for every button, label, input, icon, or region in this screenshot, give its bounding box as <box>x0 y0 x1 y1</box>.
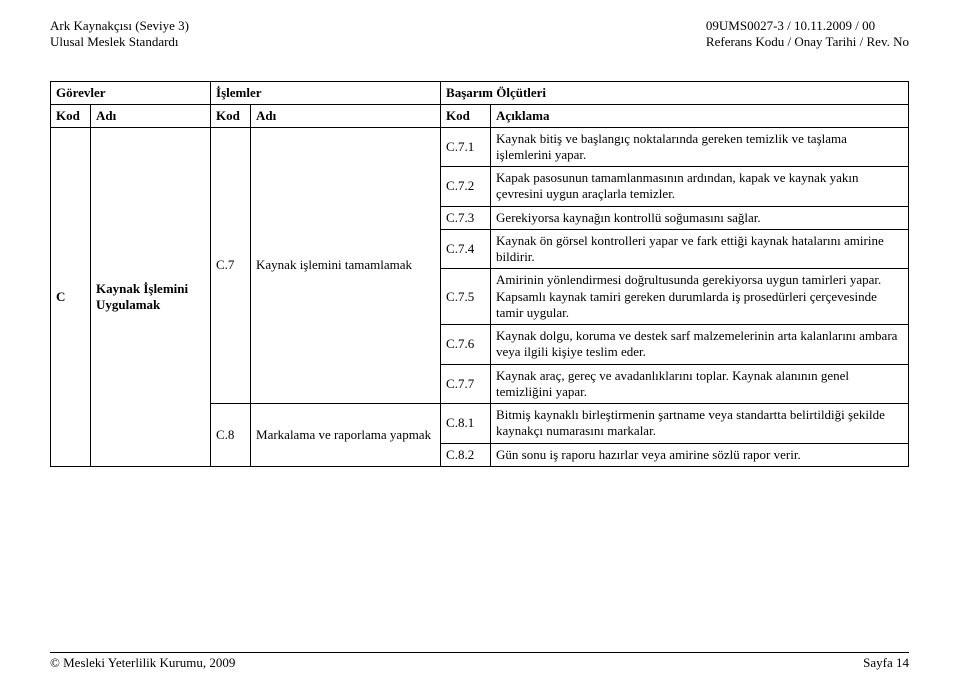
row-kod: C.7.4 <box>441 229 491 269</box>
col-kod-3: Kod <box>441 104 491 127</box>
level1-kod: C <box>51 127 91 466</box>
col-kod-1: Kod <box>51 104 91 127</box>
level2a-adi: Kaynak işlemini tamamlamak <box>251 127 441 404</box>
row-kod: C.7.3 <box>441 206 491 229</box>
row-desc: Gerekiyorsa kaynağın kontrollü soğumasın… <box>491 206 909 229</box>
row-desc: Kaynak araç, gereç ve avadanlıklarını to… <box>491 364 909 404</box>
level1-adi: Kaynak İşlemini Uygulamak <box>91 127 211 466</box>
row-desc: Kaynak bitiş ve başlangıç noktalarında g… <box>491 127 909 167</box>
header-title-right-2: Referans Kodu / Onay Tarihi / Rev. No <box>706 34 909 50</box>
row-desc: Kaynak dolgu, koruma ve destek sarf malz… <box>491 325 909 365</box>
row-kod: C.7.2 <box>441 167 491 207</box>
footer-copy: © Mesleki Yeterlilik Kurumu, 2009 <box>50 655 235 671</box>
level2b-adi: Markalama ve raporlama yapmak <box>251 404 441 467</box>
row-desc: Bitmiş kaynaklı birleştirmenin şartname … <box>491 404 909 444</box>
row-desc: Gün sonu iş raporu hazırlar veya amirine… <box>491 443 909 466</box>
col-aciklama: Açıklama <box>491 104 909 127</box>
page-footer: © Mesleki Yeterlilik Kurumu, 2009 Sayfa … <box>50 652 909 671</box>
row-kod: C.7.6 <box>441 325 491 365</box>
col-adi-1: Adı <box>91 104 211 127</box>
footer-page: Sayfa 14 <box>863 655 909 671</box>
header-left: Ark Kaynakçısı (Seviye 3) Ulusal Meslek … <box>50 18 189 51</box>
standards-table: Görevler İşlemler Başarım Ölçütleri Kod … <box>50 81 909 467</box>
table-header-row-2: Kod Adı Kod Adı Kod Açıklama <box>51 104 909 127</box>
col-kod-2: Kod <box>211 104 251 127</box>
row-kod: C.8.1 <box>441 404 491 444</box>
row-desc: Kaynak ön görsel kontrolleri yapar ve fa… <box>491 229 909 269</box>
row-desc: Kapak pasosunun tamamlanmasının ardından… <box>491 167 909 207</box>
row-kod: C.7.1 <box>441 127 491 167</box>
footer-divider <box>50 652 909 653</box>
page-header: Ark Kaynakçısı (Seviye 3) Ulusal Meslek … <box>50 18 909 51</box>
row-kod: C.7.7 <box>441 364 491 404</box>
row-kod: C.8.2 <box>441 443 491 466</box>
table-header-row-1: Görevler İşlemler Başarım Ölçütleri <box>51 81 909 104</box>
row-kod: C.7.5 <box>441 269 491 325</box>
header-title-left-1: Ark Kaynakçısı (Seviye 3) <box>50 18 189 34</box>
header-title-left-2: Ulusal Meslek Standardı <box>50 34 189 50</box>
row-desc: Amirinin yönlendirmesi doğrultusunda ger… <box>491 269 909 325</box>
header-right: 09UMS0027-3 / 10.11.2009 / 00 Referans K… <box>706 18 909 51</box>
header-title-right-1: 09UMS0027-3 / 10.11.2009 / 00 <box>706 18 909 34</box>
table-row: C Kaynak İşlemini Uygulamak C.7 Kaynak i… <box>51 127 909 167</box>
level2b-kod: C.8 <box>211 404 251 467</box>
col-islemler: İşlemler <box>211 81 441 104</box>
level2a-kod: C.7 <box>211 127 251 404</box>
col-adi-2: Adı <box>251 104 441 127</box>
page: Ark Kaynakçısı (Seviye 3) Ulusal Meslek … <box>0 0 959 687</box>
col-gorevler: Görevler <box>51 81 211 104</box>
col-basarim: Başarım Ölçütleri <box>441 81 909 104</box>
